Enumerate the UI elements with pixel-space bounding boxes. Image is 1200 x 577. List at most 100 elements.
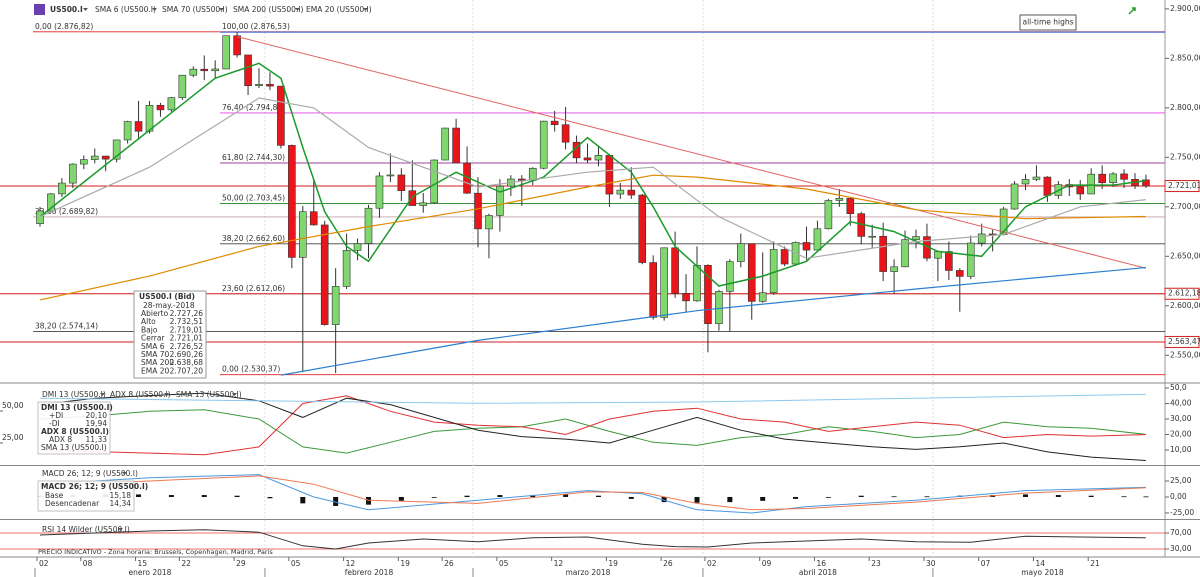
- y-tick-label: 2.700,00: [1170, 202, 1200, 211]
- histogram-bar: [858, 495, 864, 497]
- tooltip-key: Abierto: [141, 309, 169, 318]
- info-heading: SMA 13 (US500.I): [41, 443, 107, 452]
- y-tick-label: 30,00: [1170, 414, 1192, 423]
- y-tick-label: 2.800,00: [1170, 103, 1200, 112]
- dropdown-arrow[interactable]: [122, 472, 127, 475]
- indicator-title[interactable]: DMI 13 (US500.I): [42, 390, 106, 399]
- candle-body: [1109, 173, 1117, 183]
- annotation: all-time highs: [1022, 18, 1073, 27]
- candle-body: [1010, 183, 1019, 210]
- histogram-bar: [431, 496, 437, 498]
- indicator-line: [39, 395, 1146, 456]
- indicator-title[interactable]: SMA 13 (US500.I): [176, 390, 242, 399]
- fib-label: 23,60 (2.612,06): [222, 284, 285, 293]
- histogram-bar: [366, 496, 371, 505]
- dropdown-arrow[interactable]: [295, 8, 300, 11]
- dropdown-arrow[interactable]: [118, 528, 123, 531]
- candle-body: [890, 266, 898, 272]
- candle-body: [277, 85, 285, 146]
- legend-entry[interactable]: SMA 200 (US500.I): [233, 5, 304, 14]
- dropdown-arrow[interactable]: [232, 393, 237, 396]
- legend-entry[interactable]: SMA 6 (US500.I): [95, 5, 156, 14]
- candle-body: [934, 251, 942, 259]
- tooltip-value: 2.721,01: [170, 334, 204, 343]
- candle-body: [627, 189, 636, 196]
- candle-body: [485, 215, 493, 230]
- dropdown-arrow[interactable]: [83, 8, 88, 11]
- tooltip-key: Cerrar: [141, 334, 165, 343]
- candle-body: [112, 139, 121, 160]
- candle-body: [517, 178, 526, 181]
- fib-label: 38,20 (2.662,60): [222, 234, 285, 243]
- legend-entry[interactable]: SMA 70 (US500.I): [162, 5, 228, 14]
- instrument-label[interactable]: US500.I: [50, 5, 83, 14]
- dropdown-arrow[interactable]: [100, 393, 105, 396]
- x-tick-label: 09: [762, 559, 772, 568]
- y2-tick-label: 25,00: [2, 433, 24, 442]
- candle-body: [101, 155, 110, 160]
- info-key: +DI: [49, 411, 63, 420]
- candle-body: [331, 286, 340, 325]
- tooltip-value: 2.690,26: [170, 350, 204, 359]
- histogram-bar: [497, 495, 503, 497]
- trend-icon[interactable]: [1128, 7, 1136, 15]
- indicator-title[interactable]: ADX 8 (US500.I): [110, 390, 171, 399]
- tooltip-key: SMA 70: [141, 350, 170, 359]
- candle-body: [266, 84, 274, 87]
- candle-body: [1076, 186, 1085, 195]
- candle-body: [671, 247, 679, 294]
- indicator-line: [39, 475, 1146, 511]
- fib-label: 23,60 (2.689,82): [35, 207, 98, 216]
- candle-body: [496, 185, 504, 216]
- histogram-bar: [267, 496, 273, 499]
- dropdown-arrow[interactable]: [363, 8, 368, 11]
- histogram-bar: [300, 496, 306, 504]
- tooltip-value: 2.719,01: [170, 325, 204, 334]
- candle-body: [616, 189, 625, 195]
- y-tick-label: 2.550,00: [1170, 350, 1200, 359]
- instrument-icon[interactable]: [34, 4, 45, 15]
- candle-body: [474, 192, 482, 230]
- y-tick-label: 40,00: [1170, 399, 1192, 408]
- dropdown-arrow[interactable]: [219, 8, 224, 11]
- y-tick-label: 20,00: [1170, 430, 1192, 439]
- dropdown-arrow[interactable]: [164, 393, 169, 396]
- histogram-bar: [563, 494, 569, 497]
- x-tick-label: 22: [181, 559, 191, 568]
- indicator-line: [39, 174, 1146, 301]
- indicator-line: [280, 266, 1146, 376]
- month-label: febrero 2018: [345, 568, 394, 577]
- info-key: Desencadenar: [45, 499, 100, 508]
- price-tag-label: 2.612,18: [1168, 289, 1200, 298]
- candle-body: [605, 155, 614, 195]
- candle-body: [1087, 173, 1095, 195]
- dropdown-arrow[interactable]: [152, 8, 157, 11]
- x-tick-label: 07: [981, 559, 991, 568]
- indicator-title[interactable]: MACD 26; 12; 9 (US500.I): [42, 469, 138, 478]
- y-tick-label: 2.850,00: [1170, 53, 1200, 62]
- indicator-line: [39, 529, 1146, 550]
- y-tick-label: 30,00: [1170, 544, 1192, 553]
- candle-body: [309, 211, 318, 226]
- tooltip-key: Alto: [141, 317, 156, 326]
- y-tick-label: 50,0: [1170, 383, 1187, 392]
- candle-body: [58, 182, 66, 195]
- histogram-bar: [661, 496, 667, 503]
- candle-body: [715, 291, 723, 325]
- tooltip-key: SMA 200: [141, 358, 174, 367]
- x-tick-label: 02: [707, 559, 717, 568]
- candle-body: [539, 120, 548, 169]
- histogram-bar: [760, 496, 766, 501]
- histogram-bar: [1023, 494, 1028, 497]
- legend-entry[interactable]: EMA 20 (US500.I): [306, 5, 372, 14]
- indicator-title[interactable]: RSI 14 Wilder (US500.I): [42, 525, 130, 534]
- y-tick-label: 2.750,00: [1170, 152, 1200, 161]
- candle-body: [36, 210, 44, 224]
- info-value: 15,18: [110, 491, 132, 500]
- histogram-bar: [1143, 496, 1149, 498]
- candle-body: [298, 211, 307, 258]
- month-label: mayo 2018: [1021, 568, 1064, 577]
- candle-body: [375, 175, 384, 209]
